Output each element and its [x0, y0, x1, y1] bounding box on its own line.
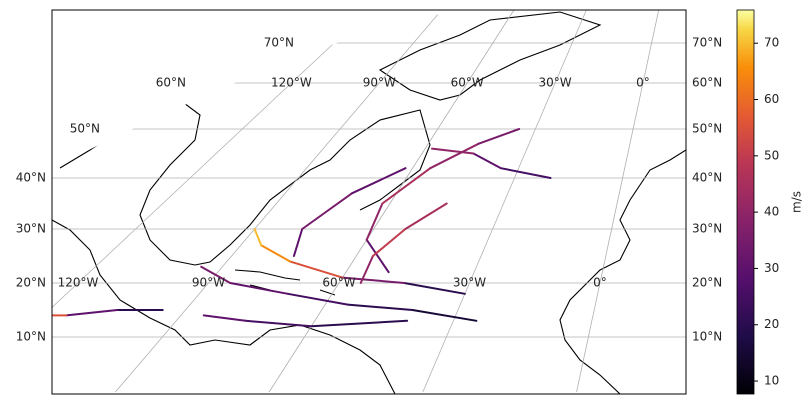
colorbar: [736, 9, 755, 395]
track-segment: [260, 244, 291, 263]
grid-line: [52, 10, 381, 393]
track-segment: [350, 167, 407, 195]
colorbar-tick-label: 30: [764, 261, 779, 275]
lat-label: 20°N: [692, 276, 722, 290]
track-segment: [286, 292, 349, 306]
track-segment: [472, 152, 502, 170]
track-segment: [499, 167, 552, 179]
lon-label: 120°W: [58, 276, 99, 290]
grid-line: [422, 10, 591, 393]
lat-label: 30°N: [16, 222, 46, 236]
lon-label: 0°: [636, 76, 650, 90]
colorbar-tick-label: 50: [764, 148, 779, 162]
track-segment: [200, 265, 232, 284]
lat-label: 40°N: [692, 171, 722, 185]
track-segment: [430, 147, 475, 155]
lat-label: 50°N: [692, 122, 722, 136]
track-segment: [310, 319, 409, 328]
lat-label: 70°N: [264, 36, 294, 50]
coastline: [559, 149, 686, 394]
track-segment: [229, 282, 289, 295]
lon-label: 60°W: [451, 76, 484, 90]
lon-label: 120°W: [271, 76, 312, 90]
colorbar-tick-label: 70: [764, 36, 779, 50]
colorbar-tick-label: 60: [764, 92, 779, 106]
coastline: [52, 219, 396, 394]
track-segment: [202, 314, 247, 322]
lon-label: 60°W: [322, 276, 355, 290]
track-segment: [346, 303, 414, 311]
map-frame: [51, 9, 687, 395]
lon-label: 30°W: [539, 76, 572, 90]
coastline: [59, 99, 431, 266]
coastline: [378, 11, 602, 101]
lon-label: 30°W: [453, 276, 486, 290]
lat-label: 10°N: [16, 330, 46, 344]
track-segment: [292, 228, 304, 257]
track-segment: [365, 202, 384, 241]
colorbar-label: m/s: [790, 191, 804, 213]
lon-label: 90°W: [192, 276, 225, 290]
lon-label: 0°: [593, 276, 607, 290]
lat-label: 70°N: [692, 36, 722, 50]
track-segment: [365, 238, 390, 274]
track-segment: [411, 309, 478, 322]
coastlines: [52, 11, 686, 394]
track-segment: [301, 192, 353, 230]
colorbar-tick-label: 10: [764, 374, 779, 388]
track-segment: [288, 260, 344, 279]
track-segment: [381, 167, 432, 205]
lat-label: 60°N: [692, 76, 722, 90]
lat-label: 30°N: [692, 222, 722, 236]
map-area: [52, 10, 686, 394]
track-segment: [371, 228, 407, 257]
lat-label: 20°N: [16, 276, 46, 290]
lat-label: 60°N: [156, 76, 186, 90]
track-segment: [404, 202, 448, 230]
track-segment: [244, 319, 313, 328]
grid-line: [115, 10, 451, 393]
lat-label: 10°N: [692, 330, 722, 344]
coastline: [234, 269, 336, 296]
track-segment: [253, 228, 263, 247]
track-segment: [341, 276, 406, 284]
colorbar-tick-label: 40: [764, 205, 779, 219]
track-segment: [429, 142, 480, 170]
lat-label: 50°N: [70, 122, 100, 136]
grid-line: [268, 10, 521, 393]
track-segment: [359, 255, 374, 284]
track-segment: [403, 282, 466, 295]
track-segment: [65, 309, 119, 317]
lat-label: 40°N: [16, 171, 46, 185]
track-segment: [477, 128, 521, 145]
lon-label: 90°W: [363, 76, 396, 90]
grid-line: [576, 10, 662, 393]
colorbar-tick-label: 20: [764, 317, 779, 331]
